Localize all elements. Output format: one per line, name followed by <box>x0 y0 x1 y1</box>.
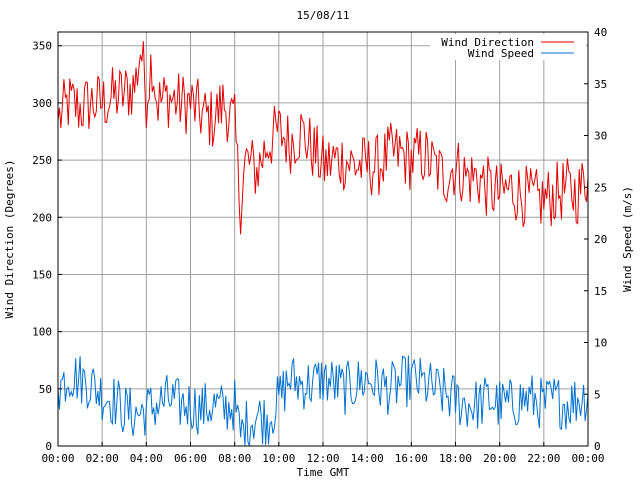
y-left-tick-label: 200 <box>32 211 52 224</box>
x-tick-label: 04:00 <box>130 452 163 465</box>
x-tick-label: 12:00 <box>306 452 339 465</box>
x-tick-label: 00:00 <box>571 452 604 465</box>
x-tick-label: 08:00 <box>218 452 251 465</box>
y-right-tick-label: 40 <box>594 26 607 39</box>
x-tick-label: 14:00 <box>351 452 384 465</box>
x-tick-label: 06:00 <box>174 452 207 465</box>
y-right-tick-label: 35 <box>594 78 607 91</box>
chart-title: 15/08/11 <box>297 9 350 22</box>
series-layer <box>57 41 589 447</box>
y-axis-right-label: Wind Speed (m/s) <box>621 186 634 292</box>
y-right-tick-label: 20 <box>594 233 607 246</box>
x-tick-label: 22:00 <box>527 452 560 465</box>
series-line-wind-direction <box>57 41 589 235</box>
y-right-tick-label: 25 <box>594 181 607 194</box>
ticks-layer: 00:00 02:00 04:00 06:00 08:00 10:00 12:00 14:00… <box>32 26 607 465</box>
y-right-tick-label: 30 <box>594 130 607 143</box>
y-left-tick-label: 100 <box>32 326 52 339</box>
y-right-tick-label: 0 <box>594 440 601 453</box>
x-tick-label: 00:00 <box>41 452 74 465</box>
x-tick-label: 02:00 <box>86 452 119 465</box>
y-left-tick-label: 250 <box>32 154 52 167</box>
y-left-tick-label: 150 <box>32 268 52 281</box>
x-axis-label: Time GMT <box>297 466 350 479</box>
y-right-tick-label: 5 <box>594 388 601 401</box>
series-line-wind-speed <box>57 355 589 447</box>
grid-layer <box>58 32 588 446</box>
legend-label-wind-speed: Wind Speed <box>468 47 534 60</box>
y-axis-left-label: Wind Direction (Degrees) <box>3 160 16 319</box>
legend: Wind Direction Wind Speed <box>430 34 586 60</box>
y-right-tick-label: 10 <box>594 337 607 350</box>
y-left-tick-label: 350 <box>32 40 52 53</box>
x-tick-label: 20:00 <box>483 452 516 465</box>
x-tick-label: 10:00 <box>262 452 295 465</box>
y-right-tick-label: 15 <box>594 285 607 298</box>
y-left-tick-label: 300 <box>32 97 52 110</box>
y-left-tick-label: 0 <box>45 440 52 453</box>
legend-label-wind-direction: Wind Direction <box>441 36 534 49</box>
x-tick-label: 16:00 <box>395 452 428 465</box>
x-tick-label: 18:00 <box>439 452 472 465</box>
y-left-tick-label: 50 <box>39 383 52 396</box>
legend-background <box>430 34 586 60</box>
